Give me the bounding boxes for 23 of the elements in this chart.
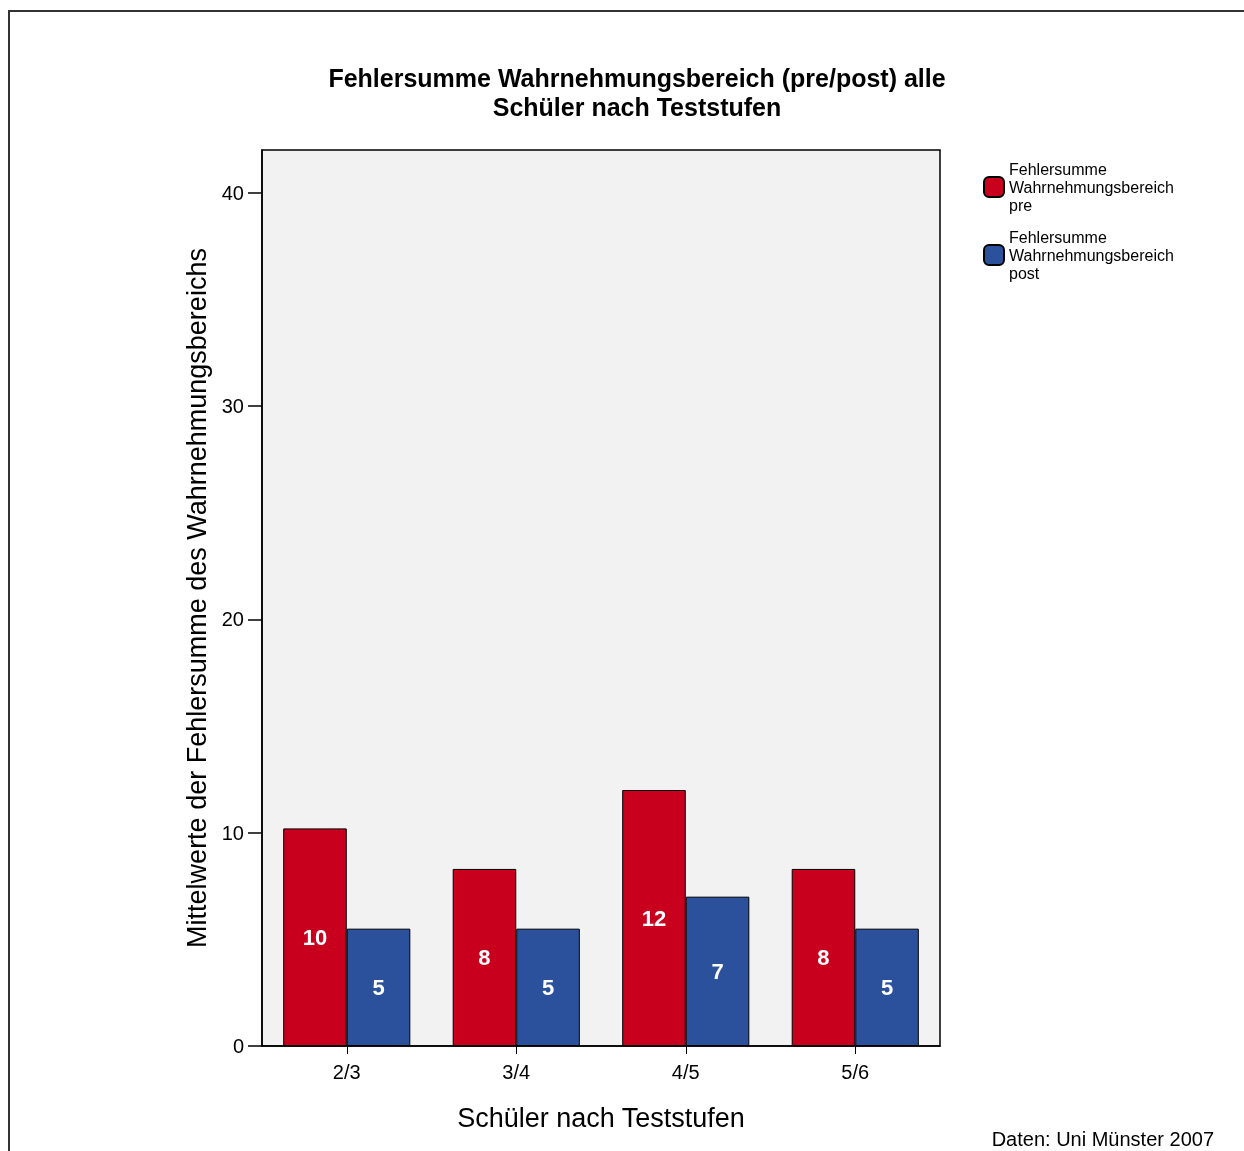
x-tick-label: 5/6 — [841, 1061, 870, 1083]
y-tick-label: 30 — [221, 395, 244, 417]
data-label: 7 — [711, 958, 724, 984]
chart-title: Fehlersumme Wahrnehmungsbereich (pre/post) alle Schüler nach Teststufen — [328, 63, 946, 121]
y-tick-label: 20 — [221, 608, 244, 631]
x-axis-title: Schüler nach Teststufen — [457, 1102, 745, 1133]
data-label: 8 — [817, 944, 830, 970]
y-tick-label: 10 — [221, 821, 244, 844]
x-tick-label: 4/5 — [671, 1061, 700, 1083]
data-label: 5 — [541, 974, 555, 1000]
data-label: 10 — [302, 924, 328, 950]
data-label: 5 — [880, 974, 894, 1000]
legend-label: Fehlersumme Wahrnehmungsbereich post — [1009, 228, 1174, 282]
legend-label: Fehlersumme Wahrnehmungsbereich pre — [1009, 160, 1174, 214]
data-label: 5 — [372, 974, 385, 1000]
x-tick-label: 3/4 — [502, 1061, 531, 1083]
text: Daten: Uni Münster 2007 — [991, 1128, 1214, 1150]
x-tick-label: 2/3 — [332, 1061, 361, 1083]
y-tick-label: 40 — [221, 181, 244, 204]
y-axis-title: Mittelwerte der Fehlersumme des Wahrnehmungsbereichs — [182, 248, 213, 948]
data-label: 12 — [641, 905, 667, 931]
data-label: 8 — [478, 944, 491, 970]
y-tick-label: 0 — [232, 1035, 244, 1057]
